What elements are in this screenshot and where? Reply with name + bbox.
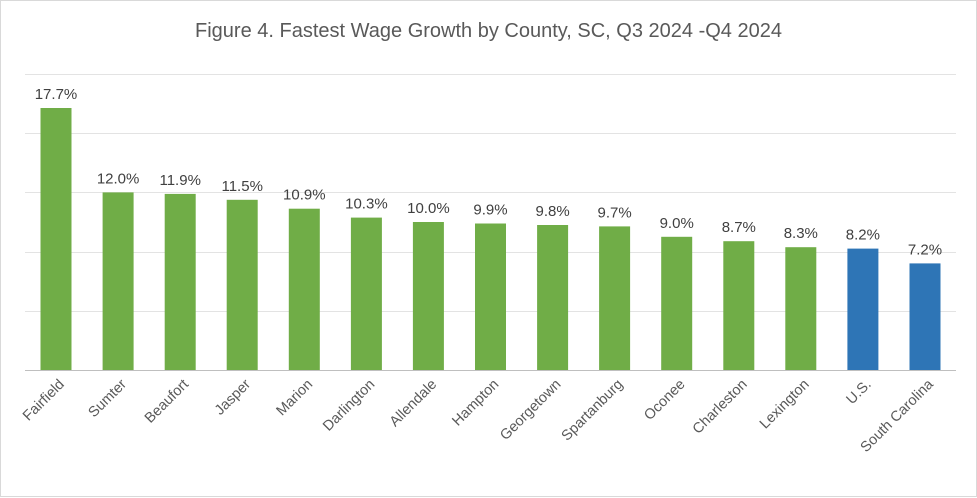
data-label: 8.2% [846,227,880,244]
data-label: 9.0% [660,215,694,232]
data-labels: 17.7% 12.0% 11.9% 11.5% 10.9% 10.3% 10.0% 9.9% 9… [35,86,942,258]
x-tick-label: Hampton [449,377,502,430]
bar [661,236,693,370]
bar [847,248,879,370]
bar [475,223,506,370]
x-tick-label: Georgetown [497,377,564,444]
x-tick-label: Charleston [690,377,751,438]
data-label: 11.9% [159,172,200,189]
bar [537,225,569,370]
data-label: 11.5% [221,178,262,195]
bar [102,192,134,370]
x-tick-label: Beaufort [142,377,192,427]
data-label: 9.7% [597,204,631,221]
data-label: 7.2% [908,241,942,258]
x-tick-label: Fairfield [20,377,68,425]
data-label: 10.9% [283,187,326,204]
x-tick-label: Sumter [86,376,130,420]
bar [412,222,444,370]
data-label: 8.7% [722,219,756,236]
data-label: 12.0% [97,170,140,187]
data-label: 10.0% [407,200,450,217]
bar [785,247,817,370]
bar [723,241,755,370]
bar [909,263,941,370]
bar [226,199,258,370]
x-tick-label: Oconee [641,377,688,424]
chart-title: Figure 4. Fastest Wage Growth by County,… [195,20,782,42]
x-tick-label: Allendale [387,377,441,431]
x-tick-label: Lexington [757,377,813,433]
data-label: 8.3% [784,225,818,242]
bar [40,108,72,370]
bars [40,108,941,370]
x-axis: Fairfield Sumter Beaufort Jasper Marion Darli… [20,370,956,456]
data-label: 10.3% [345,196,388,213]
x-tick-label: Jasper [212,376,254,418]
bar [164,193,196,370]
bar [599,226,631,370]
bar [288,208,320,370]
x-tick-label: Darlington [320,377,378,435]
bar [350,217,382,370]
data-label: 9.9% [473,202,507,219]
x-tick-label: U.S. [843,377,874,408]
data-label: 17.7% [35,86,78,103]
x-tick-label: Marion [273,377,316,420]
data-label: 9.8% [535,203,569,220]
x-tick-label: Spartanburg [559,377,627,445]
